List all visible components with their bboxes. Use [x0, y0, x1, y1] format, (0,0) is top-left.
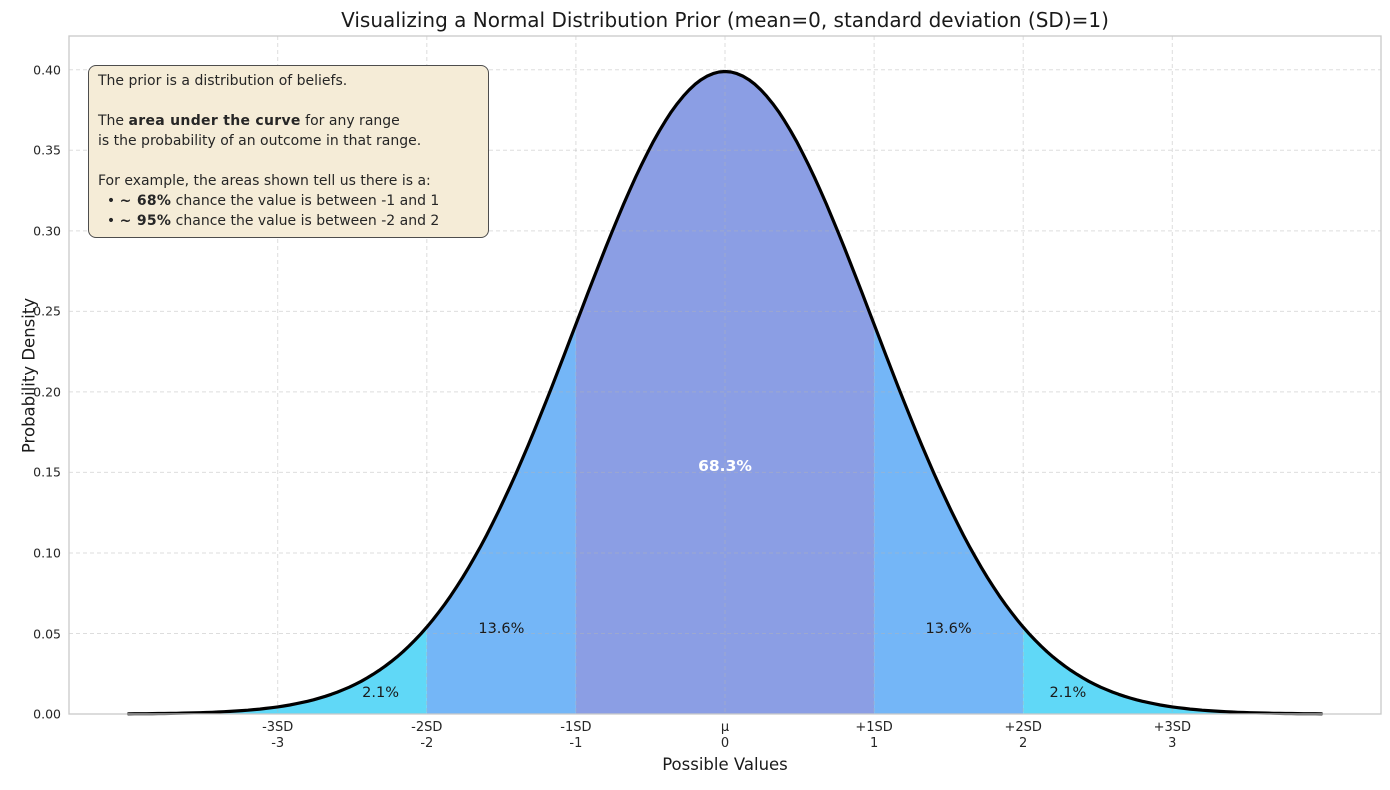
explanation-infobox: The prior is a distribution of beliefs. … [88, 65, 489, 238]
y-tick-label: 0.00 [33, 706, 61, 722]
y-tick-label: 0.20 [33, 384, 61, 400]
y-tick-label: 0.25 [33, 303, 61, 319]
axes-spines [68, 35, 1382, 715]
infobox-text: chance the value is between -1 and 1 [171, 193, 440, 209]
x-tick-label-value: 3 [1168, 736, 1177, 751]
y-tick-label: 0.30 [33, 223, 61, 239]
region-area-label-3: 13.6% [925, 620, 972, 637]
infobox-line [98, 91, 478, 111]
y-tick-label: 0.40 [33, 62, 61, 78]
x-tick-label: -1SD -1 [536, 720, 616, 752]
infobox-text: for any range [300, 113, 400, 129]
sigma-region-fill-4 [1023, 627, 1322, 714]
region-area-label-2: 68.3% [698, 457, 752, 475]
infobox-bold-text: ~ 95% [119, 213, 172, 229]
x-axis-label: Possible Values [662, 755, 788, 774]
y-tick-label: 0.15 [33, 464, 61, 480]
x-tick-label-value: 2 [1019, 736, 1028, 751]
x-tick-label-value: -1 [569, 736, 583, 751]
infobox-text: • [98, 193, 120, 209]
x-tick-label-value: 1 [869, 736, 879, 751]
x-tick-label-value: -2 [420, 736, 434, 751]
chart-title: Visualizing a Normal Distribution Prior … [341, 8, 1109, 32]
x-tick-label: +2SD 2 [983, 720, 1063, 752]
infobox-line: • ~ 95% chance the value is between -2 a… [98, 211, 478, 231]
x-tick-label-value: -3 [271, 736, 285, 751]
y-tick-label: 0.10 [33, 545, 61, 561]
infobox-text: chance the value is between -2 and 2 [171, 213, 440, 229]
normal-curve [127, 69, 1323, 716]
x-tick-label: +1SD 1 [834, 720, 914, 752]
infobox-text: The prior is a distribution of beliefs. [98, 73, 348, 89]
infobox-bold-text: area under the curve [128, 113, 301, 129]
infobox-line: The prior is a distribution of beliefs. [98, 71, 478, 91]
infobox-line [98, 151, 478, 171]
infobox-text: is the probability of an outcome in that… [98, 133, 422, 149]
x-tick-label: -2SD -2 [387, 720, 467, 752]
x-tick-label-value: 0 [720, 736, 730, 751]
infobox-line: The area under the curve for any range [98, 111, 478, 131]
infobox-line: For example, the areas shown tell us the… [98, 171, 478, 191]
infobox-line: • ~ 68% chance the value is between -1 a… [98, 191, 478, 211]
x-tick-label: +3SD 3 [1132, 720, 1212, 752]
region-area-label-0: 2.1% [362, 685, 400, 702]
y-tick-label: 0.05 [33, 626, 61, 641]
sigma-region-fill-2 [575, 71, 875, 714]
infobox-text: The [98, 113, 129, 129]
infobox-bold-text: ~ 68% [119, 193, 172, 209]
region-area-label-1: 13.6% [478, 620, 525, 637]
infobox-line: is the probability of an outcome in that… [98, 131, 478, 151]
x-tick-label: -3SD -3 [238, 720, 318, 752]
y-tick-label: 0.35 [33, 142, 61, 158]
infobox-text: • [98, 213, 120, 229]
sigma-region-fill-0 [128, 627, 427, 714]
infobox-text: For example, the areas shown tell us the… [98, 173, 431, 189]
region-area-label-4: 2.1% [1049, 685, 1087, 702]
